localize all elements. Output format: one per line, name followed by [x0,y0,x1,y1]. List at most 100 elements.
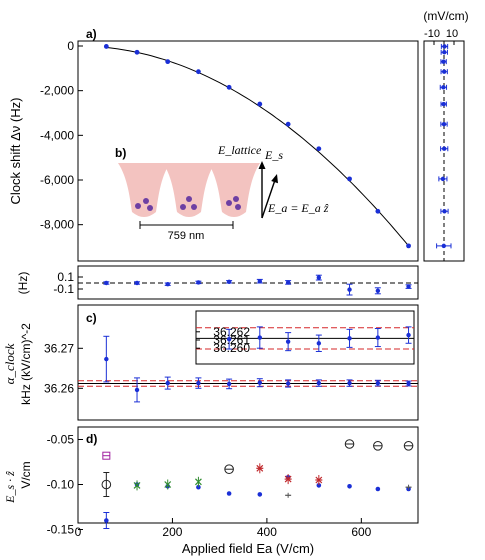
side-panel-point [442,69,447,74]
side-panel-point [441,243,446,249]
residual-point [316,275,322,280]
residual-point [285,280,291,285]
panel-d-point [104,518,109,523]
panel-a-point [226,84,232,90]
panel-d-open-circle [403,441,414,451]
panel-d-point [375,486,381,492]
panel-a-fit-curve [106,47,409,247]
panel-a-frame [77,40,419,262]
residual-point [257,279,263,284]
e-s-label: E_s [264,148,283,162]
panel-d-point [196,484,201,490]
panel-c-point [165,380,170,386]
stray-field-arrow [261,179,276,219]
panel-a-point [375,208,381,214]
atom [235,204,241,210]
atom [135,203,141,209]
panel-c-frame [77,304,419,421]
alpha-symbol: α_clock [2,343,17,384]
inset-ytick-label: 36.261 [213,333,250,347]
panel-c-point [285,381,291,386]
inset-point [226,336,232,342]
inset-ytick-label: 36.260 [213,341,250,355]
panel-a-ytick-label: -6,000 [40,173,74,187]
scale-bar-label: 759 nm [168,230,205,242]
stray-field-arrowhead [271,174,278,184]
panel-d-ytick-label: -0.10 [47,478,75,492]
panel-d-xtick-label: 200 [162,525,182,539]
panel-d-point [257,492,263,497]
residual-point [104,280,109,286]
panel-a-point [103,44,109,49]
residual-point [165,282,170,287]
panel-a-point [406,243,411,249]
panel-a-ytick-label: 0 [67,39,74,53]
panel-a-ytick-label: -8,000 [40,218,74,232]
inset-ytick-label: 36.262 [213,325,250,339]
e-a-label: E_a = E_a ẑ [267,201,329,215]
atom [147,205,153,211]
atom [233,196,239,202]
panel-c-point [347,380,352,386]
panel-b-label: b) [115,146,126,160]
inset-b-lattice-diagram: b) 759 nm E_lattice E_s E_a = E_a ẑ [115,143,329,242]
panel-d-point [316,483,322,488]
side-panel-frame [423,40,465,262]
panel-a-point [347,176,352,182]
panel-a-point [257,101,263,107]
panel-c-point [134,387,140,393]
e-lattice-label: E_lattice [217,143,262,157]
panel-d-label: d) [86,432,97,446]
residual-point [196,280,201,285]
panel-d-ylabel: V/cm [19,461,33,488]
panel-d-open-circle [224,464,234,475]
side-panel-point [441,121,447,127]
panel-a-label: a) [86,27,97,41]
side-tick-neg: -10 [424,28,440,40]
panel-a-point [165,59,171,65]
panel-c-ylabel: kHz (kV/cm)^-2 [19,323,33,405]
panel-c-point [196,380,201,386]
residual-point [226,279,232,284]
panel-d-xtick-label: 600 [351,525,371,539]
atom [180,204,186,210]
panel-c-point [406,381,411,386]
panel-c-point [316,380,322,386]
inset-point [375,335,381,340]
atom [191,204,197,210]
side-panel-point [440,176,446,182]
side-panel-point [442,44,447,49]
panel-c-ytick-label: 36.26 [44,381,74,395]
residual-ytick-label: 0.1 [57,270,74,284]
atom [226,200,232,206]
inset-point [285,339,291,344]
panel-a-point [316,146,322,152]
panel-d-xtick-label: 0 [75,525,82,539]
atom [186,196,192,202]
panel-a-ylabel: Clock shift Δν (Hz) [8,98,23,205]
panel-a-ytick-label: -2,000 [40,84,74,98]
panel-c-ytick-label: 36.27 [44,341,74,355]
residual-point [375,288,381,293]
panel-d-ytick-label: -0.15 [47,523,75,537]
panel-a-point [196,69,201,75]
inset-point [347,336,352,341]
residual-ytick-label: -0.1 [53,282,74,296]
panel-a-point [134,49,140,55]
side-panel-unit: (mV/cm) [423,9,468,23]
x-axis-label: Applied field Ea (V/cm) [182,541,314,556]
side-panel-point [441,59,446,64]
plot-layer: 0 -2,000 -4,000 -6,000 -8,000 0.1-0.1 36.27 36.… [40,39,455,539]
side-panel-point [442,209,447,214]
side-panel-point [441,101,446,107]
panel-c-label: c) [86,311,97,325]
side-tick-pos: 10 [446,28,458,40]
panel-d-open-circle [373,441,383,451]
residual-ylabel: (Hz) [16,272,30,295]
inset-point [257,335,263,340]
inset-point [406,332,411,338]
residual-point [347,287,352,292]
panel-c-point [104,356,109,362]
side-panel-point [442,50,447,55]
